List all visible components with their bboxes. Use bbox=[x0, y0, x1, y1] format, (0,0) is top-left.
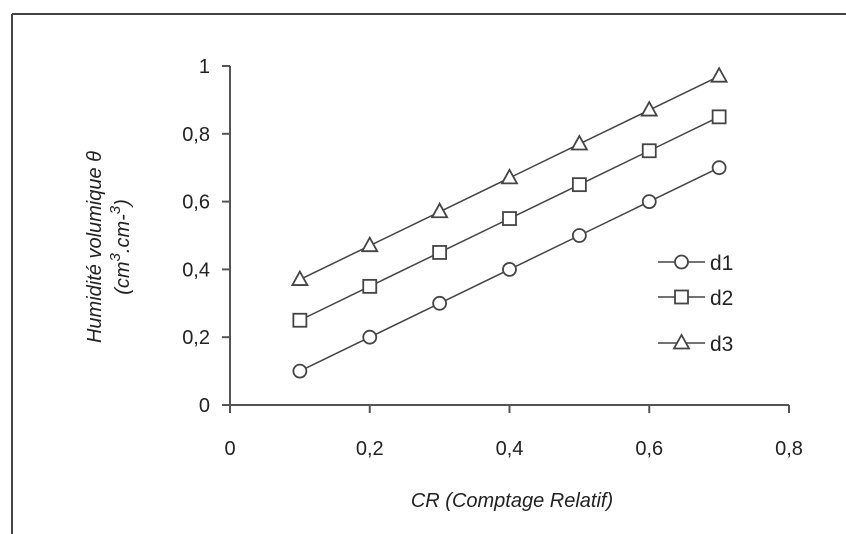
x-tick-label: 0,2 bbox=[356, 438, 384, 460]
legend-label: d2 bbox=[710, 287, 733, 310]
data-point-d3 bbox=[710, 66, 729, 83]
legend-label: d3 bbox=[710, 333, 733, 356]
legend-marker-d3 bbox=[672, 333, 691, 350]
legend-item-d3: d3 bbox=[658, 333, 733, 356]
data-point-d1 bbox=[502, 261, 517, 277]
y-tick-label: 0,6 bbox=[182, 192, 210, 214]
data-point-d2 bbox=[292, 312, 308, 328]
data-point-d2 bbox=[362, 278, 378, 294]
series-d3 bbox=[290, 66, 729, 286]
data-point-d2 bbox=[641, 143, 657, 159]
y-axis-title-line1: Humidité volumique θ bbox=[84, 151, 106, 343]
data-point-d1 bbox=[432, 295, 448, 311]
data-point-d3 bbox=[570, 134, 589, 151]
x-tick-group: 0 0,2 0,4 0,6 0,8 bbox=[224, 405, 803, 460]
y-axis-title: Humidité volumique θ (cm3.cm-3) bbox=[84, 151, 134, 343]
x-tick-label: 0,4 bbox=[496, 438, 524, 460]
x-tick-label: 0,6 bbox=[635, 438, 663, 460]
axes bbox=[229, 66, 789, 406]
data-point-d2 bbox=[711, 109, 727, 125]
data-point-d3 bbox=[500, 168, 519, 185]
y-axis-title-line2: (cm3.cm-3) bbox=[107, 199, 134, 295]
data-point-d3 bbox=[640, 100, 659, 117]
y-tick-label: 0,4 bbox=[182, 259, 210, 281]
data-point-d1 bbox=[641, 194, 657, 210]
y-tick-label: 1 bbox=[199, 56, 210, 78]
data-point-d1 bbox=[571, 228, 587, 243]
x-tick-label: 0,8 bbox=[775, 438, 803, 460]
data-point-d1 bbox=[362, 329, 378, 345]
legend-item-d2: d2 bbox=[658, 287, 733, 310]
legend-marker-d2 bbox=[674, 289, 689, 305]
data-point-d3 bbox=[290, 269, 309, 286]
series-d2 bbox=[292, 109, 727, 328]
data-point-d2 bbox=[502, 211, 517, 226]
series-d1 bbox=[292, 160, 727, 379]
y-tick-group: 0 0,2 0,4 0,6 0,8 1 bbox=[182, 56, 230, 417]
y-tick-label: 0 bbox=[199, 395, 210, 417]
y-tick-label: 0,2 bbox=[182, 327, 210, 349]
data-point-d3 bbox=[430, 201, 449, 219]
data-point-d2 bbox=[432, 245, 448, 260]
legend: d1 d2 d3 bbox=[658, 252, 733, 356]
y-tick-label: 0,8 bbox=[182, 124, 210, 146]
legend-marker-d1 bbox=[674, 254, 689, 270]
data-point-d2 bbox=[571, 177, 587, 193]
legend-label: d1 bbox=[710, 252, 733, 275]
data-point-d1 bbox=[292, 363, 308, 379]
data-point-d3 bbox=[360, 235, 379, 253]
legend-item-d1: d1 bbox=[658, 252, 733, 275]
data-point-d1 bbox=[711, 160, 727, 176]
x-axis-title: CR (Comptage Relatif) bbox=[411, 490, 613, 512]
x-tick-label: 0 bbox=[224, 438, 235, 460]
series-layer bbox=[290, 66, 729, 379]
